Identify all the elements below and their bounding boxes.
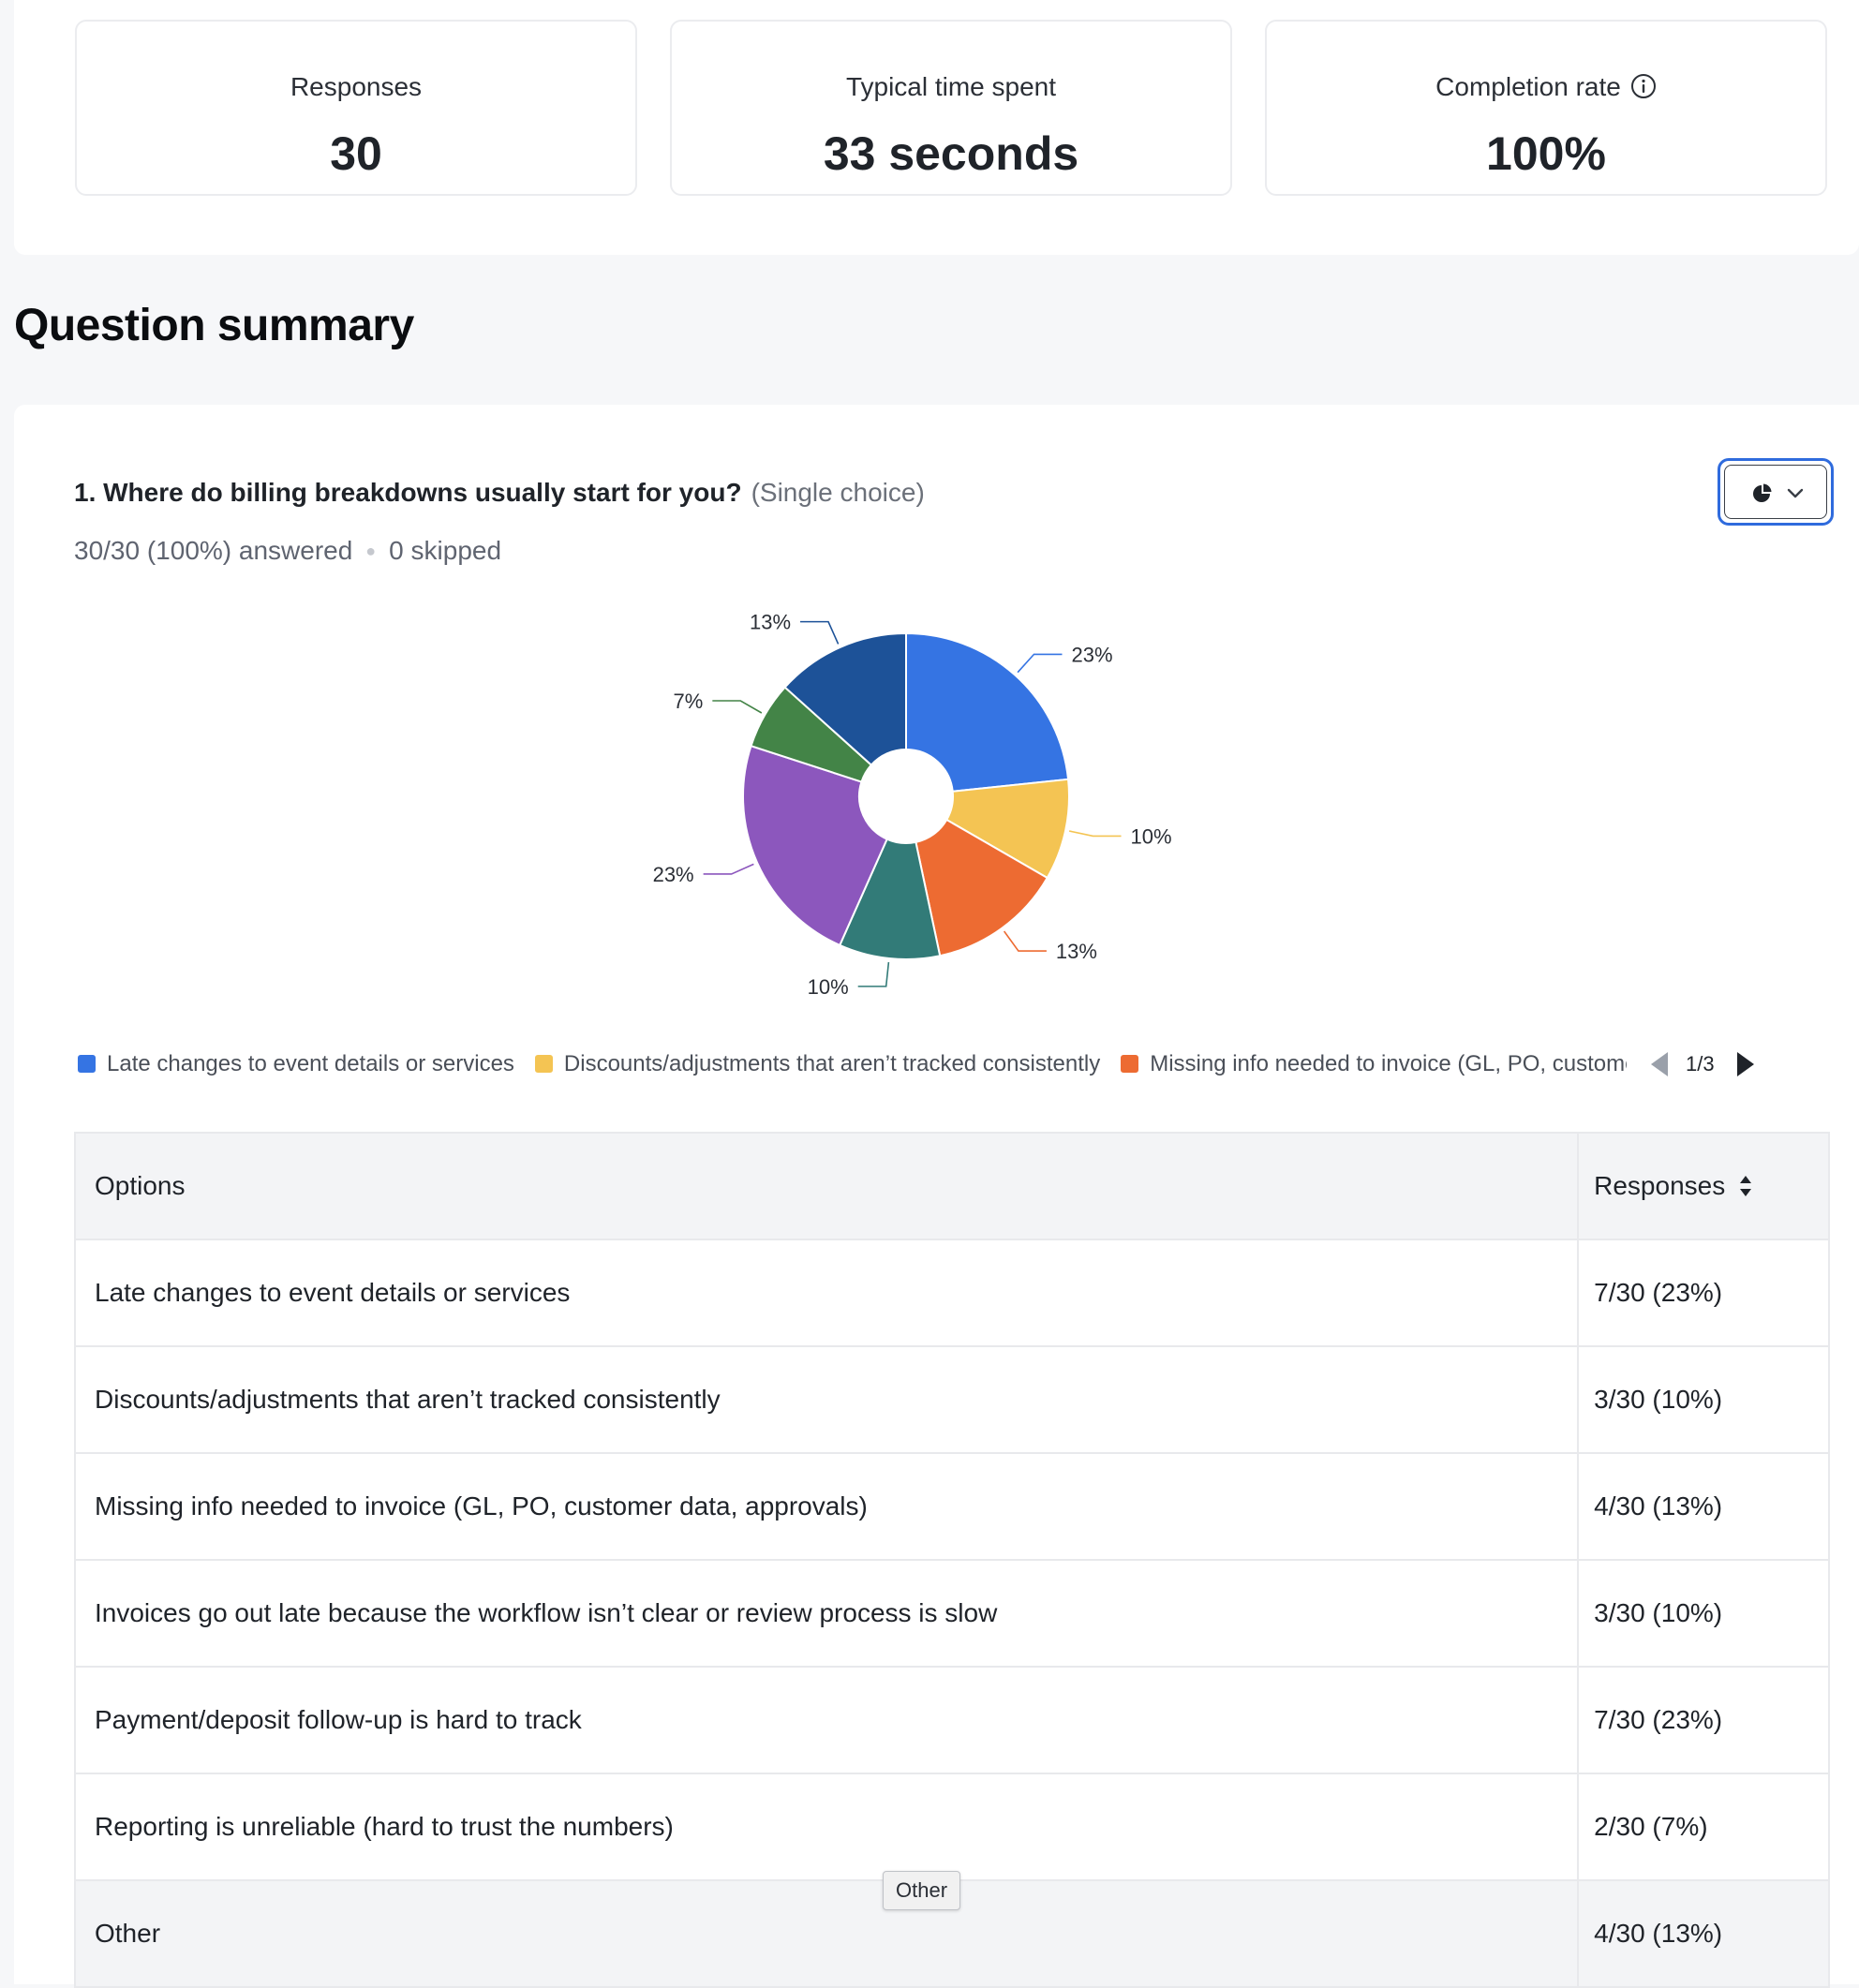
- stat-value: 33 seconds: [823, 126, 1079, 180]
- answer-meta: 30/30 (100%) answered ● 0 skipped: [74, 536, 501, 566]
- option-cell: Invoices go out late because the workflo…: [73, 1559, 1580, 1668]
- responses-cell: 7/30 (23%): [1577, 1239, 1830, 1347]
- slice-data-label: 10%: [808, 975, 849, 999]
- header-responses[interactable]: Responses: [1577, 1132, 1830, 1240]
- slice-data-label: 7%: [674, 690, 704, 713]
- legend-label: Late changes to event details or service…: [107, 1051, 514, 1076]
- table-row: Discounts/adjustments that aren’t tracke…: [73, 1345, 1830, 1454]
- slice-leader-line: [712, 700, 763, 714]
- answered-count: 30/30 (100%) answered: [74, 536, 353, 565]
- option-cell: Reporting is unreliable (hard to trust t…: [73, 1773, 1580, 1881]
- stat-label: Typical time spent: [845, 72, 1057, 101]
- slice-data-label: 13%: [750, 611, 791, 634]
- slice-data-label: 10%: [1131, 824, 1172, 848]
- stat-label: Responses: [290, 72, 423, 101]
- header-options: Options: [73, 1132, 1580, 1240]
- stat-card-completion-rate: Completion rate 100%: [1265, 20, 1827, 196]
- table-row: Missing info needed to invoice (GL, PO, …: [73, 1452, 1830, 1561]
- stat-card-responses: Responses 30: [75, 20, 637, 196]
- table-row: Reporting is unreliable (hard to trust t…: [73, 1773, 1830, 1881]
- question-title: 1. Where do billing breakdowns usually s…: [74, 478, 925, 508]
- responses-cell: 4/30 (13%): [1577, 1879, 1830, 1988]
- header-responses-label: Responses: [1594, 1171, 1726, 1200]
- legend-item[interactable]: Discounts/adjustments that aren’t tracke…: [534, 1038, 1101, 1090]
- legend-swatch: [534, 1055, 553, 1073]
- stat-label: Completion rate: [1435, 72, 1621, 101]
- question-text: 1. Where do billing breakdowns usually s…: [74, 478, 742, 507]
- slice-leader-line: [1017, 653, 1063, 674]
- tooltip: Other: [883, 1871, 961, 1910]
- chart-type-dropdown[interactable]: [1718, 458, 1834, 526]
- option-cell: Payment/deposit follow-up is hard to tra…: [73, 1666, 1580, 1774]
- slice-leader-line: [857, 961, 890, 987]
- stat-card-typical-time: Typical time spent 33 seconds: [670, 20, 1232, 196]
- legend-item[interactable]: Missing info needed to invoice (GL, PO, …: [1121, 1038, 1627, 1090]
- responses-cell: 3/30 (10%): [1577, 1345, 1830, 1454]
- responses-cell: 7/30 (23%): [1577, 1666, 1830, 1774]
- slice-leader-line: [1068, 830, 1122, 838]
- responses-cell: 2/30 (7%): [1577, 1773, 1830, 1881]
- legend-swatch: [78, 1055, 96, 1073]
- slice-leader-line: [703, 863, 754, 875]
- legend-label: Discounts/adjustments that aren’t tracke…: [563, 1051, 1101, 1076]
- stat-value: 100%: [1486, 126, 1606, 180]
- legend-swatch: [1121, 1055, 1139, 1073]
- option-cell: Discounts/adjustments that aren’t tracke…: [73, 1345, 1580, 1454]
- slice-data-label: 23%: [653, 863, 694, 886]
- table-row: Late changes to event details or service…: [73, 1239, 1830, 1347]
- option-cell: Missing info needed to invoice (GL, PO, …: [73, 1452, 1580, 1561]
- stats-panel: Responses 30 Typical time spent 33 secon…: [14, 0, 1859, 255]
- table-header-row: Options Responses: [73, 1132, 1830, 1240]
- slice-data-label: 13%: [1056, 940, 1097, 963]
- option-cell: Late changes to event details or service…: [73, 1239, 1580, 1347]
- sort-icon[interactable]: [1738, 1173, 1753, 1199]
- section-title: Question summary: [14, 301, 414, 350]
- chart-legend: Late changes to event details or service…: [78, 1038, 1633, 1090]
- stat-value: 30: [330, 126, 382, 180]
- table-row: Payment/deposit follow-up is hard to tra…: [73, 1666, 1830, 1774]
- legend-prev-button[interactable]: [1651, 1052, 1668, 1076]
- table-row: Invoices go out late because the workflo…: [73, 1559, 1830, 1668]
- options-table: Options Responses Late changes to event …: [73, 1132, 1830, 1988]
- option-cell: Other: [73, 1879, 1580, 1988]
- question-type: (Single choice): [751, 478, 925, 507]
- stat-label-row: Completion rate: [1267, 72, 1825, 102]
- pie-chart: 23% 10% 13% 10% 23% 7% 13%: [653, 611, 1172, 999]
- legend-items: Late changes to event details or service…: [78, 1038, 1627, 1090]
- responses-cell: 4/30 (13%): [1577, 1452, 1830, 1561]
- table-body: Late changes to event details or service…: [73, 1239, 1830, 1988]
- pie-slice[interactable]: [905, 631, 1070, 793]
- table-row: Other 4/30 (13%): [73, 1879, 1830, 1988]
- chevron-down-icon: [1787, 488, 1804, 498]
- legend-next-button[interactable]: [1737, 1052, 1754, 1076]
- chart-type-dropdown-inner: [1724, 465, 1827, 519]
- info-icon[interactable]: [1630, 73, 1657, 99]
- slice-leader-line: [1003, 930, 1047, 952]
- pie-slice[interactable]: [783, 631, 907, 766]
- legend-label: Missing info needed to invoice (GL, PO, …: [1150, 1051, 1627, 1076]
- slice-data-label: 23%: [1072, 643, 1113, 666]
- question-panel: 1. Where do billing breakdowns usually s…: [14, 405, 1859, 1988]
- legend-pager: 1/3: [1644, 1038, 1757, 1090]
- legend-item[interactable]: Late changes to event details or service…: [78, 1038, 514, 1090]
- skipped-count: 0 skipped: [389, 536, 502, 565]
- legend-page-indicator: 1/3: [1686, 1052, 1715, 1076]
- responses-cell: 3/30 (10%): [1577, 1559, 1830, 1668]
- pie-slice[interactable]: [915, 818, 1049, 957]
- pie-slice[interactable]: [742, 744, 888, 947]
- pie-chart-icon: [1753, 483, 1772, 502]
- slice-leader-line: [800, 620, 840, 645]
- separator-dot: ●: [365, 542, 377, 560]
